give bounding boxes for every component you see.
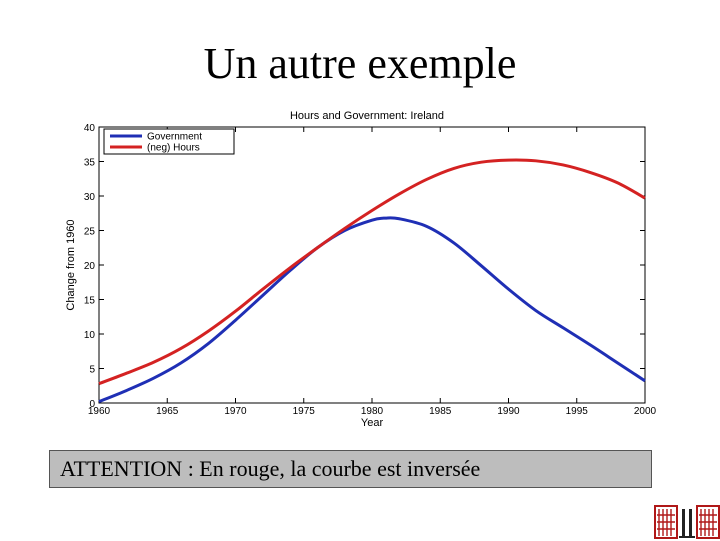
legend-label-hours: (neg) Hours: [147, 143, 200, 154]
y-tick-label: 40: [84, 123, 96, 134]
y-axis-ticks: 0 5 10 15 20 25 30 35 40: [84, 123, 645, 410]
y-tick-label: 35: [84, 158, 96, 169]
line-chart: Hours and Government: Ireland 0 5 10 15 20 25…: [65, 110, 657, 429]
y-tick-label: 30: [84, 192, 96, 203]
legend-label-government: Government: [147, 132, 202, 143]
warning-note: ATTENTION : En rouge, la courbe est inve…: [49, 450, 652, 488]
x-tick-label: 1990: [497, 406, 520, 417]
x-tick-label: 1995: [566, 406, 589, 417]
x-tick-label: 1980: [361, 406, 384, 417]
y-tick-label: 15: [84, 296, 96, 307]
legend-box: [103, 128, 235, 155]
x-tick-label: 1960: [88, 406, 111, 417]
series-line-hours: [98, 158, 646, 386]
slide-title: Un autre exemple: [203, 39, 517, 88]
x-tick-label: 2000: [634, 406, 657, 417]
x-tick-label: 1985: [429, 406, 452, 417]
y-tick-label: 5: [89, 365, 95, 376]
y-tick-label: 0: [89, 399, 95, 410]
y-axis-label: Change from 1960: [65, 219, 77, 310]
x-tick-label: 1975: [293, 406, 316, 417]
x-axis-label: Year: [361, 417, 384, 429]
y-tick-label: 25: [84, 227, 96, 238]
chart-title: Hours and Government: Ireland: [290, 110, 444, 122]
x-axis-ticks: 1960 1965 1970 1975 1980 1985 1990 1995 2000: [88, 127, 657, 417]
series-line-government: [98, 216, 646, 404]
x-tick-label: 1965: [156, 406, 179, 417]
warning-note-text: ATTENTION : En rouge, la courbe est inve…: [60, 456, 481, 481]
university-logo-icon: [654, 505, 720, 539]
y-tick-label: 10: [84, 330, 96, 341]
legend: Government (neg) Hours: [103, 128, 235, 155]
series-lines: [98, 158, 646, 404]
y-tick-label: 20: [84, 261, 96, 272]
x-tick-label: 1970: [224, 406, 247, 417]
